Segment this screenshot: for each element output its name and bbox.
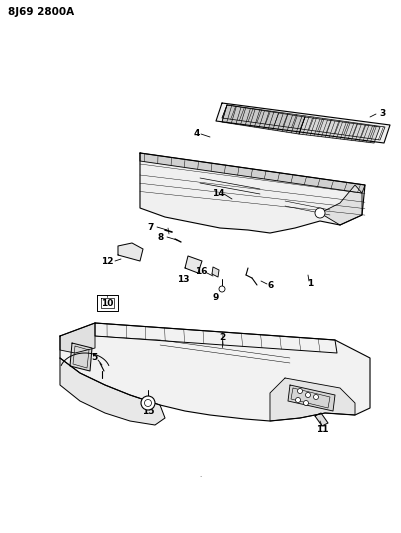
Polygon shape <box>140 153 365 233</box>
Polygon shape <box>299 117 380 143</box>
Text: 8: 8 <box>158 232 164 241</box>
Polygon shape <box>212 267 219 277</box>
Polygon shape <box>185 256 202 273</box>
Polygon shape <box>315 413 328 426</box>
Polygon shape <box>288 385 335 411</box>
Text: 15: 15 <box>142 407 154 416</box>
Text: 3: 3 <box>379 109 385 118</box>
Circle shape <box>315 208 325 218</box>
Text: 8J69 2800A: 8J69 2800A <box>8 7 74 17</box>
Text: .: . <box>199 472 201 478</box>
Circle shape <box>298 389 302 393</box>
Polygon shape <box>140 153 365 193</box>
Polygon shape <box>60 323 95 353</box>
Text: 7: 7 <box>148 222 154 231</box>
Polygon shape <box>95 323 337 353</box>
Circle shape <box>306 392 310 398</box>
Circle shape <box>141 396 155 410</box>
Circle shape <box>296 398 300 402</box>
Circle shape <box>314 394 318 400</box>
Polygon shape <box>118 243 143 261</box>
Polygon shape <box>70 343 92 371</box>
Polygon shape <box>60 358 165 425</box>
Text: 1: 1 <box>307 279 313 288</box>
Text: 11: 11 <box>316 424 328 433</box>
Polygon shape <box>60 323 370 421</box>
Circle shape <box>219 286 225 292</box>
Polygon shape <box>222 105 305 134</box>
Text: 16: 16 <box>195 268 207 277</box>
Text: 10: 10 <box>101 298 113 308</box>
Text: 6: 6 <box>268 280 274 289</box>
Polygon shape <box>216 103 390 143</box>
Circle shape <box>144 400 152 407</box>
Text: 13: 13 <box>177 276 189 285</box>
Text: 5: 5 <box>91 353 97 362</box>
Text: 4: 4 <box>194 128 200 138</box>
Polygon shape <box>270 378 355 421</box>
Text: 12: 12 <box>101 256 113 265</box>
Text: 2: 2 <box>219 333 225 342</box>
Text: 9: 9 <box>213 293 219 302</box>
Text: 14: 14 <box>212 189 224 198</box>
Polygon shape <box>320 185 362 225</box>
Circle shape <box>304 400 308 406</box>
